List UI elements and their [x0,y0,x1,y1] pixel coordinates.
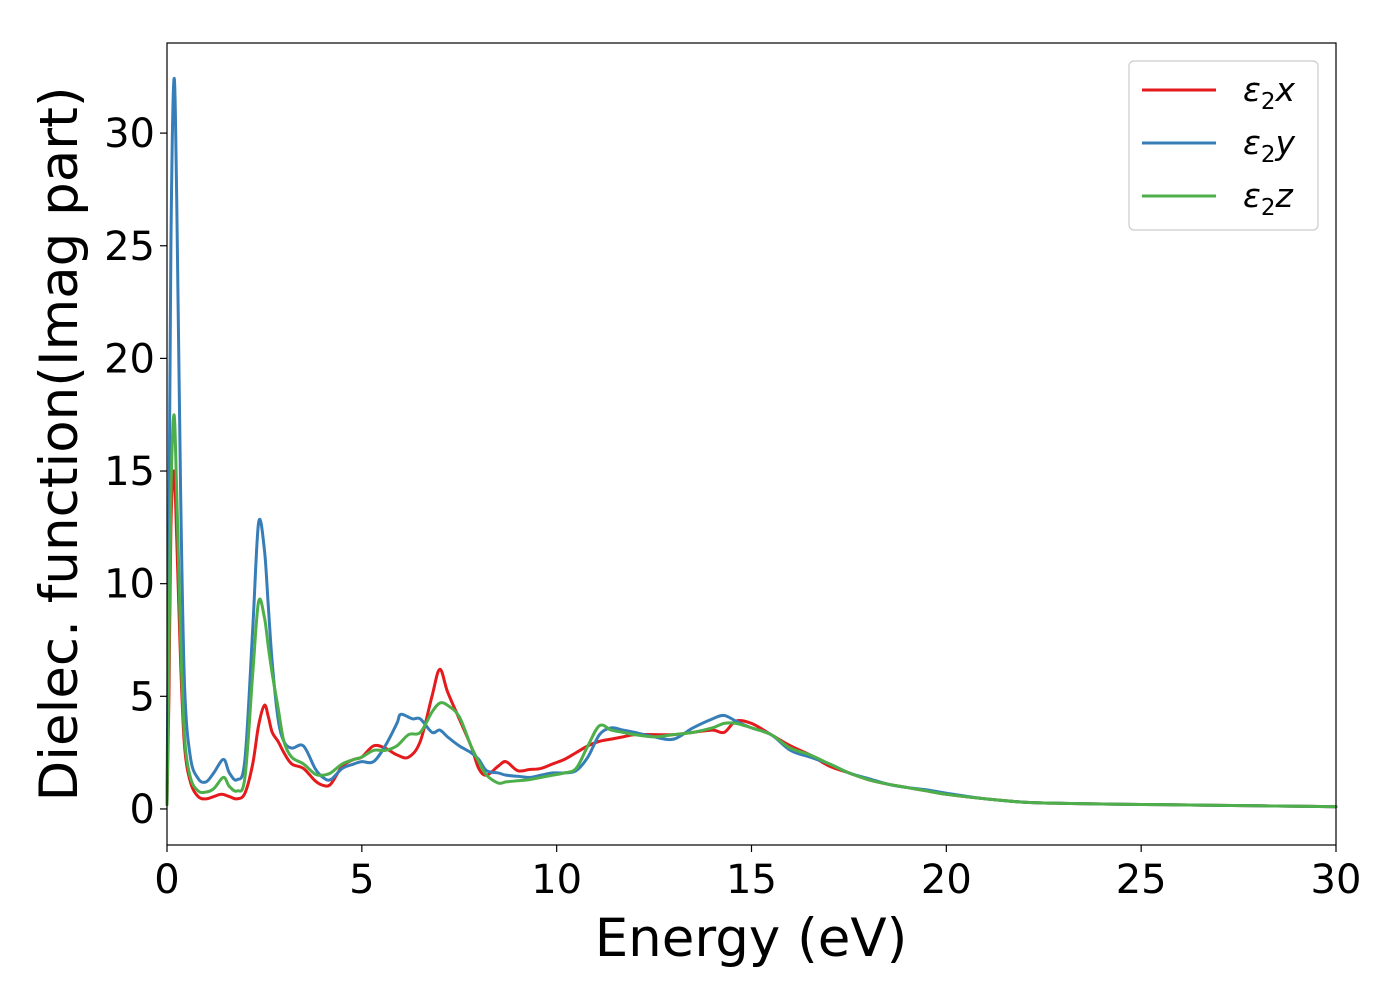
series-layer [165,77,1338,809]
legend: ε2x ε2y ε2z [1128,60,1319,231]
x-tick-label: 20 [921,857,972,903]
legend-label-z: ε2z [1243,176,1293,221]
x-tick-label: 0 [154,857,179,903]
y-tick-label: 30 [104,111,155,157]
x-tick-label: 5 [349,857,374,903]
series-line-z [165,413,1338,809]
y-tick-label: 10 [104,562,155,608]
y-axis-label: Dielec. function(Imag part) [29,86,90,801]
x-tick-label: 10 [531,857,582,903]
x-tick-label: 25 [1116,857,1167,903]
y-axis: 0 5 10 15 20 25 30 [104,111,167,833]
y-tick-label: 25 [104,224,155,270]
y-tick-label: 20 [104,336,155,382]
x-axis-label: Energy (eV) [595,908,908,969]
legend-box [1128,60,1319,231]
x-tick-label: 15 [726,857,777,903]
y-tick-label: 0 [130,787,155,833]
y-tick-label: 15 [104,449,155,495]
x-axis: 0 5 10 15 20 25 30 [154,845,1361,903]
y-tick-label: 5 [130,674,155,720]
legend-label-x: ε2x [1243,70,1295,115]
x-tick-label: 30 [1311,857,1362,903]
legend-label-y: ε2y [1243,123,1295,168]
